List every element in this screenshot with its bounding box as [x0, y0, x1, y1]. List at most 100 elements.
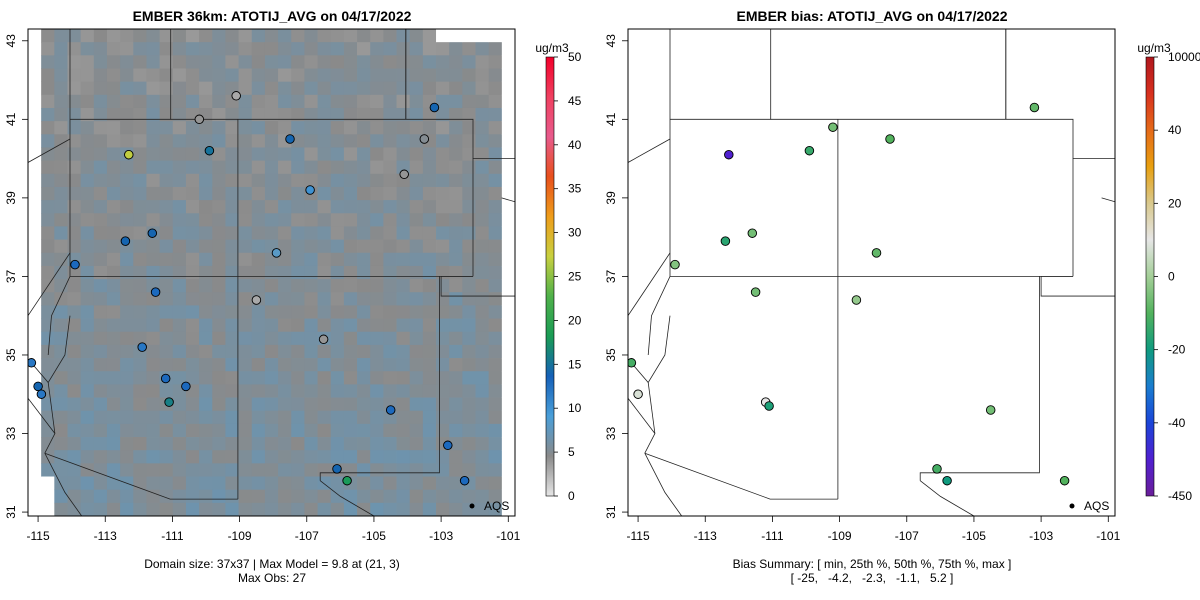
heatmap-cell: [146, 107, 161, 122]
heatmap-cell: [199, 68, 213, 83]
heatmap-cell: [120, 437, 134, 451]
observation-point: [332, 464, 342, 474]
heatmap-cell: [185, 358, 200, 372]
heatmap-cell: [212, 502, 226, 516]
heatmap-cell: [225, 371, 239, 385]
heatmap-cell: [172, 29, 187, 43]
heatmap-cell: [54, 423, 68, 438]
heatmap-cell: [475, 121, 490, 135]
heatmap-cell: [462, 134, 476, 148]
heatmap-cell: [409, 107, 424, 122]
heatmap-cell: [159, 107, 174, 122]
heatmap-cell: [291, 160, 305, 175]
heatmap-cell: [106, 213, 121, 227]
heatmap-cell: [317, 121, 332, 135]
heatmap-cell: [106, 94, 121, 109]
observation-point: [1059, 475, 1070, 486]
heatmap-cell: [409, 489, 424, 504]
heatmap-cell: [54, 81, 68, 96]
heatmap-cell: [370, 384, 384, 398]
heatmap-cell: [133, 437, 147, 451]
heatmap-cell: [238, 358, 253, 372]
heatmap-cell: [120, 55, 134, 69]
heatmap-cell: [67, 279, 82, 293]
heatmap-cell: [225, 55, 239, 69]
heatmap-cell: [449, 371, 463, 385]
left-x-tick-label: -115: [27, 529, 50, 543]
heatmap-cell: [475, 81, 490, 96]
heatmap-cell: [67, 450, 82, 464]
heatmap-cell: [185, 371, 200, 385]
observation-point: [181, 381, 191, 392]
heatmap-cell: [383, 279, 397, 293]
left-y-tick-label: 41: [4, 112, 18, 126]
heatmap-cell: [54, 55, 68, 69]
heatmap-cell: [264, 265, 279, 280]
heatmap-cell: [343, 410, 358, 425]
heatmap-cell: [501, 384, 515, 398]
heatmap-cell: [212, 200, 226, 214]
heatmap-cell: [370, 463, 384, 477]
heatmap-cell: [291, 107, 305, 122]
heatmap-cell: [317, 397, 332, 412]
heatmap-cell: [501, 68, 515, 83]
heatmap-cell: [133, 318, 147, 333]
heatmap-cell: [199, 42, 213, 56]
heatmap-cell: [172, 42, 187, 56]
heatmap-cell: [291, 121, 305, 135]
heatmap-cell: [120, 81, 134, 96]
heatmap-cell: [251, 279, 266, 293]
heatmap-cell: [120, 371, 134, 385]
heatmap-cell: [343, 489, 358, 504]
heatmap-cell: [488, 55, 503, 69]
heatmap-cell: [278, 200, 292, 214]
right-y-tick-label: 41: [604, 112, 618, 126]
heatmap-cell: [238, 305, 253, 319]
heatmap-cell: [317, 279, 332, 293]
heatmap-cell: [251, 318, 266, 333]
heatmap-cell: [172, 397, 187, 412]
heatmap-cell: [93, 173, 108, 188]
heatmap-cell: [185, 318, 200, 333]
heatmap-cell: [409, 279, 424, 293]
heatmap-cell: [172, 94, 187, 109]
heatmap-cell: [291, 252, 305, 267]
heatmap-cell: [422, 173, 437, 188]
heatmap-cell: [383, 410, 397, 425]
right-colorbar-unit: ug/m3: [1137, 41, 1171, 55]
heatmap-cell: [475, 29, 490, 43]
heatmap-cell: [436, 29, 450, 43]
heatmap-cell: [28, 265, 42, 280]
heatmap-cell: [54, 134, 68, 148]
heatmap-cell: [304, 160, 318, 175]
heatmap-cell: [357, 279, 371, 293]
heatmap-cell: [172, 423, 187, 438]
heatmap-cell: [278, 265, 292, 280]
heatmap-cell: [357, 423, 371, 438]
heatmap-cell: [80, 371, 95, 385]
heatmap-cell: [436, 173, 450, 188]
heatmap-cell: [225, 200, 239, 214]
heatmap-cell: [225, 279, 239, 293]
heatmap-cell: [41, 121, 55, 135]
heatmap-cell: [330, 318, 345, 333]
heatmap-cell: [80, 94, 95, 109]
heatmap-cell: [409, 331, 424, 346]
heatmap-cell: [317, 173, 332, 188]
heatmap-cell: [225, 305, 239, 319]
heatmap-cell: [422, 279, 437, 293]
heatmap-cell: [133, 331, 147, 346]
heatmap-cell: [185, 94, 200, 109]
heatmap-cell: [54, 200, 68, 214]
heatmap-cell: [383, 437, 397, 451]
left-caption-line1: Domain size: 37x37 | Max Model = 9.8 at …: [144, 557, 400, 571]
heatmap-cell: [238, 160, 253, 175]
heatmap-cell: [41, 134, 55, 148]
heatmap-cell: [67, 42, 82, 56]
heatmap-cell: [475, 437, 490, 451]
heatmap-cell: [383, 331, 397, 346]
heatmap-cell: [291, 331, 305, 346]
heatmap-cell: [501, 331, 515, 346]
heatmap-cell: [41, 55, 55, 69]
heatmap-cell: [264, 397, 279, 412]
